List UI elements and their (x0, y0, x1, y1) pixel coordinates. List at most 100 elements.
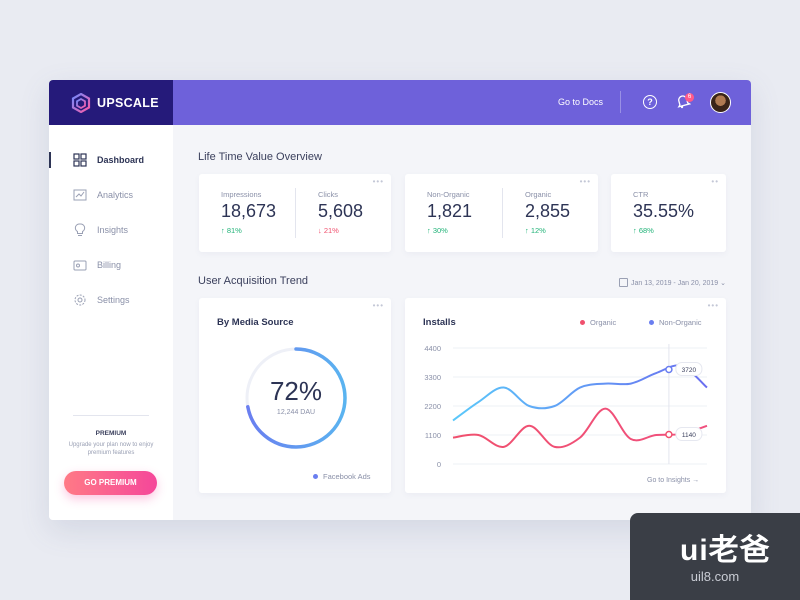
metric-impressions: Impressions 18,673 ↑ 81% (221, 190, 276, 235)
y-tick-label: 0 (437, 460, 441, 469)
annotation-label: 3720 (682, 367, 697, 374)
date-range-picker[interactable]: Jan 13, 2019 - Jan 20, 2019 ⌄ (631, 280, 727, 287)
watermark-logo: ui老爸 (680, 534, 771, 567)
sidebar-item-dashboard[interactable]: Dashboard (49, 150, 173, 170)
ltv-title: Life Time Value Overview (198, 151, 322, 163)
series-line-organic (452, 407, 708, 449)
sidebar-item-settings[interactable]: Settings (49, 290, 173, 310)
premium-description: Upgrade your plan now to enjoy premium f… (68, 442, 154, 456)
premium-divider (73, 415, 149, 416)
impressions-clicks-card: ••• Impressions 18,673 ↑ 81% Clicks 5,60… (199, 174, 391, 252)
go-premium-button[interactable]: GO PREMIUM (64, 471, 157, 495)
ctr-card: •• CTR 35.55% ↑ 68% (611, 174, 726, 252)
donut-chart (245, 347, 347, 449)
hexagon-logo-icon (71, 92, 91, 113)
annotation-tooltip (675, 426, 703, 441)
sidebar-item-insights[interactable]: Insights (49, 220, 173, 240)
organic-card: ••• Non-Organic 1,821 ↑ 30% Organic 2,85… (405, 174, 598, 252)
installs-line-chart: 4400 3300 2200 1100 0 3720 1140 (424, 344, 708, 469)
metric-label: Non-Organic (427, 190, 470, 199)
donut-subtitle: 12,244 DAU (276, 409, 316, 416)
legend-dot (313, 474, 318, 479)
metric-divider (502, 188, 503, 238)
arrow-up-icon: ↑ (525, 226, 529, 235)
arrow-right-icon: → (692, 477, 700, 484)
watermark-url: uil8.com (690, 569, 740, 584)
donut-progress-arc (245, 347, 347, 449)
arrow-up-icon: ↑ (633, 226, 637, 235)
metric-change: ↓ 21% (318, 226, 339, 235)
help-icon[interactable]: ? (643, 95, 657, 109)
y-tick-label: 1100 (425, 431, 441, 440)
y-tick-label: 3300 (424, 373, 441, 382)
more-options-icon[interactable]: ••• (579, 177, 591, 186)
legend-dot-non-organic (649, 320, 654, 325)
bell-icon[interactable] (675, 93, 691, 109)
gear-icon (74, 294, 86, 306)
wallet-icon (73, 260, 87, 271)
sidebar-item-label: Insights (97, 225, 129, 235)
topbar-divider (620, 91, 621, 113)
user-avatar[interactable] (710, 92, 731, 113)
media-source-title: By Media Source (217, 317, 294, 328)
y-tick-label: 2200 (424, 402, 441, 411)
metric-change: ↑ 81% (221, 226, 242, 235)
metric-value: 2,855 (525, 201, 571, 221)
sidebar-item-label: Billing (97, 260, 122, 270)
y-tick-label: 4400 (424, 344, 441, 353)
media-source-card: ••• By Media Source 72% 12,244 DAU Faceb… (199, 298, 391, 493)
metric-clicks: Clicks 5,608 ↓ 21% (318, 190, 363, 235)
sidebar-item-label: Settings (97, 295, 130, 305)
brand-name: UPSCALE (97, 95, 159, 110)
premium-title: PREMIUM (95, 430, 127, 437)
app-window: UPSCALE Go to Docs ? 6 Dashboard Analyti… (49, 80, 751, 520)
legend-facebook-ads: Facebook Ads (323, 472, 371, 481)
metric-label: Impressions (221, 190, 262, 199)
sidebar-item-analytics[interactable]: Analytics (49, 185, 173, 205)
more-options-icon[interactable]: ••• (707, 301, 719, 310)
chevron-down-icon: ⌄ (720, 280, 727, 287)
metric-change: ↑ 12% (525, 226, 546, 235)
top-bar: Go to Docs ? 6 (173, 80, 751, 125)
arrow-up-icon: ↑ (221, 226, 225, 235)
annotation-point (665, 430, 673, 439)
line-chart-icon (73, 189, 87, 201)
metric-ctr: CTR 35.55% ↑ 68% (633, 190, 694, 235)
brand-logo[interactable]: UPSCALE (49, 80, 173, 125)
more-options-icon[interactable]: •• (711, 177, 719, 186)
installs-card: ••• Installs Organic Non-Organic 4400 330… (405, 298, 726, 493)
grid-icon (73, 153, 87, 167)
lightbulb-icon (74, 223, 86, 236)
sidebar-item-label: Analytics (97, 190, 134, 200)
chart-title: Installs (423, 317, 456, 328)
metric-label: Organic (525, 190, 552, 199)
go-to-insights-link[interactable]: Go to Insights → (647, 477, 700, 484)
metric-value: 18,673 (221, 201, 277, 221)
calendar-icon (619, 278, 628, 287)
annotation-point (665, 365, 673, 374)
sidebar: Dashboard Analytics Insights Billing Set… (49, 125, 173, 520)
legend-organic: Organic (590, 318, 617, 327)
watermark: ui老爸 uil8.com (630, 513, 800, 600)
notification-badge: 6 (685, 93, 694, 102)
sidebar-item-billing[interactable]: Billing (49, 255, 173, 275)
metric-change: ↑ 68% (633, 226, 654, 235)
metric-value: 1,821 (427, 201, 473, 221)
sidebar-item-label: Dashboard (97, 155, 145, 165)
metric-label: Clicks (318, 190, 338, 199)
metric-value: 35.55% (633, 201, 695, 221)
metric-divider (295, 188, 296, 238)
metric-value: 5,608 (318, 201, 364, 221)
arrow-up-icon: ↑ (427, 226, 431, 235)
legend-dot-organic (580, 320, 585, 325)
go-to-docs-link[interactable]: Go to Docs (558, 97, 604, 107)
more-options-icon[interactable]: ••• (372, 301, 384, 310)
metric-label: CTR (633, 190, 649, 199)
annotation-tooltip (675, 361, 703, 376)
annotation-label: 1140 (682, 432, 696, 439)
series-line-non-organic (452, 364, 708, 422)
acquisition-title: User Acquisition Trend (198, 275, 309, 287)
arrow-down-icon: ↓ (318, 226, 322, 235)
donut-percent: 72% (269, 376, 323, 406)
more-options-icon[interactable]: ••• (372, 177, 384, 186)
